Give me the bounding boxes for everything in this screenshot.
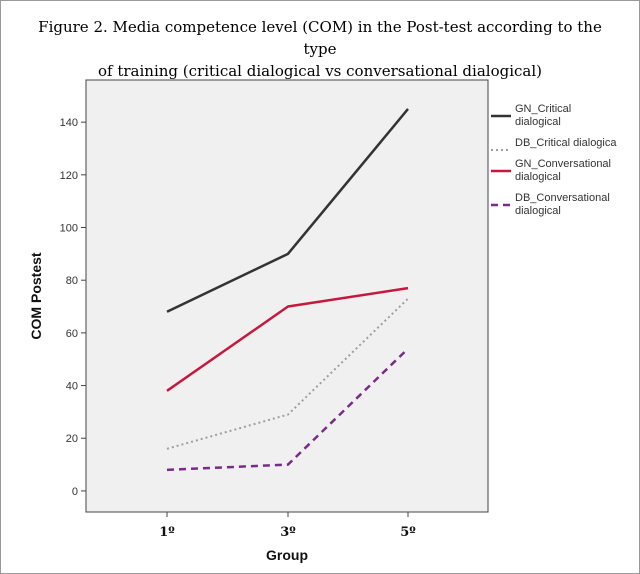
x-tick-label: 3º — [280, 525, 296, 540]
x-axis-title: Group — [266, 547, 308, 563]
y-tick-label: 100 — [60, 223, 78, 235]
x-tick-label: 1º — [159, 525, 175, 540]
legend-label-4: dialogical — [515, 205, 561, 217]
series-line-3 — [166, 286, 409, 392]
caption-line-2: of training (critical dialogical vs conv… — [98, 62, 542, 80]
legend-label-1: dialogical — [515, 116, 561, 128]
legend-label-2: DB_Critical dialogica — [515, 137, 617, 149]
legend-label-1: GN_Critical — [515, 103, 571, 115]
legend-label-3: dialogical — [515, 171, 561, 183]
figure-caption: Figure 2. Media competence level (COM) i… — [20, 16, 620, 82]
series-line-1 — [166, 108, 409, 313]
y-tick-label: 0 — [72, 486, 78, 498]
plot-area — [85, 79, 489, 513]
y-tick-label: 20 — [66, 433, 78, 445]
y-tick-label: 40 — [66, 381, 78, 393]
y-tick-label: 140 — [60, 117, 78, 129]
y-tick-label: 80 — [66, 275, 78, 287]
legend-label-3: GN_Conversational — [515, 158, 611, 170]
caption-line-1: Figure 2. Media competence level (COM) i… — [38, 18, 602, 58]
series-line-2 — [166, 297, 409, 450]
y-axis-title: COM Postest — [28, 252, 44, 339]
y-tick-label: 120 — [60, 170, 78, 182]
series-line-4 — [166, 347, 409, 472]
y-tick-label: 60 — [66, 328, 78, 340]
legend-label-4: DB_Conversational — [515, 192, 610, 204]
x-tick-label: 5º — [400, 525, 416, 540]
